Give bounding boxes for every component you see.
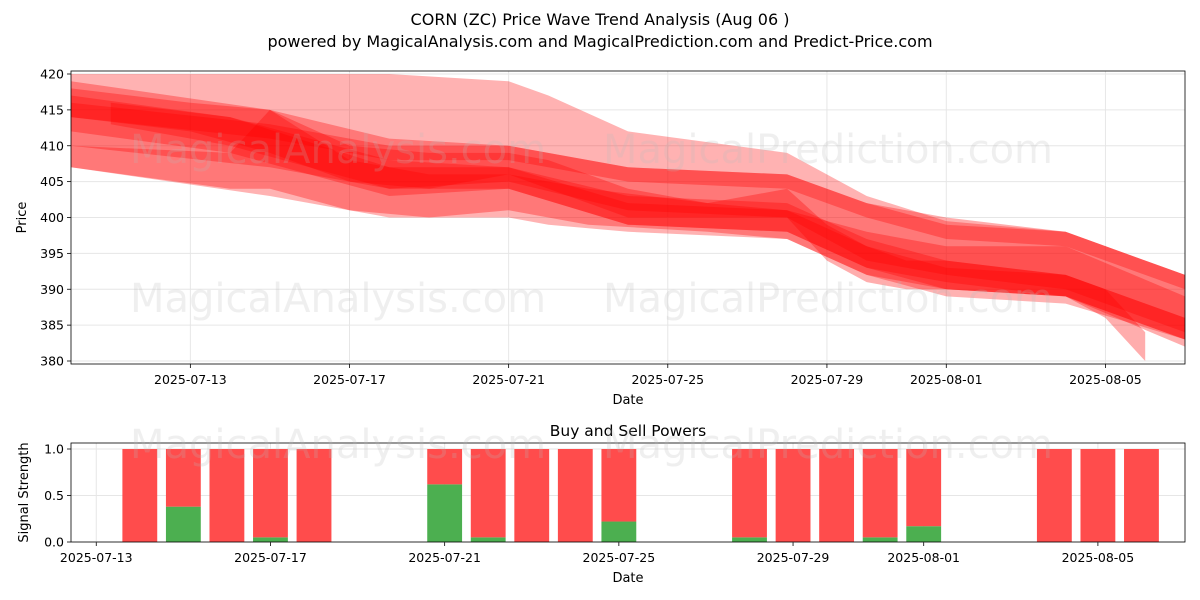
- buy-bar: [470, 537, 506, 542]
- sell-bar: [122, 449, 158, 542]
- price-plot: 2025-07-13 2025-07-17 2025-07-21 2025-07-25…: [15, 67, 1186, 408]
- x-tick-label: 2025-07-13: [154, 372, 227, 387]
- wave-band-7: [71, 102, 1185, 290]
- bar-y-tick-label: 1.0: [44, 442, 64, 457]
- sell-bar: [906, 449, 942, 527]
- sell-bar: [775, 449, 811, 542]
- bar-plot-frame: [70, 442, 1186, 543]
- buy-bar: [862, 537, 898, 542]
- sell-bar: [557, 449, 593, 542]
- chart-subtitle: powered by MagicalAnalysis.com and Magic…: [267, 32, 933, 51]
- chart-title: CORN (ZC) Price Wave Trend Analysis (Aug…: [410, 10, 790, 29]
- sell-bar: [427, 449, 463, 485]
- y-tick-label: 400: [40, 210, 64, 225]
- bar-x-tick-label: 2025-07-17: [234, 550, 307, 565]
- x-tick-label: 2025-07-25: [631, 372, 704, 387]
- plot-frame: [70, 70, 1186, 365]
- sell-bar: [1036, 449, 1072, 542]
- y-tick-label: 380: [40, 354, 64, 369]
- watermark-analysis: MagicalAnalysis.com: [130, 422, 546, 468]
- watermark-analysis: MagicalAnalysis.com: [130, 127, 546, 173]
- y-tick-label: 420: [40, 67, 64, 82]
- buy-bar: [427, 484, 463, 542]
- y-tick-label: 415: [40, 102, 64, 117]
- y-tick-label: 405: [40, 174, 64, 189]
- bar-x-tick-label: 2025-08-01: [887, 550, 960, 565]
- sell-bar: [1124, 449, 1159, 542]
- y-tick-label: 410: [40, 138, 64, 153]
- sell-bar: [601, 449, 637, 522]
- x-axis-label: Date: [612, 393, 643, 408]
- bar-y-tick-label: 0.0: [44, 535, 64, 550]
- sell-bar: [819, 449, 855, 542]
- y-tick-label: 385: [40, 318, 64, 333]
- watermark-prediction: MagicalPrediction.com: [603, 276, 1053, 322]
- buy-bar: [906, 526, 942, 542]
- wave-band-5: [71, 95, 1185, 347]
- sell-bar: [209, 449, 245, 542]
- sell-bar: [165, 449, 201, 507]
- x-tick-label: 2025-07-21: [472, 372, 545, 387]
- sell-bar: [732, 449, 767, 538]
- sell-bar: [470, 449, 506, 538]
- wave-band-3: [71, 109, 1185, 340]
- sell-bar: [1080, 449, 1116, 542]
- bar-x-tick-label: 2025-08-05: [1062, 550, 1135, 565]
- bar-x-tick-label: 2025-07-25: [583, 550, 656, 565]
- x-tick-label: 2025-07-17: [313, 372, 386, 387]
- x-tick-label: 2025-08-05: [1069, 372, 1142, 387]
- sell-bar: [296, 449, 332, 542]
- wave-band-1: [71, 74, 1185, 340]
- signal-plot: 2025-07-13 2025-07-17 2025-07-21 2025-07-25…: [17, 422, 1186, 586]
- sell-bar: [253, 449, 288, 538]
- x-tick-label: 2025-07-29: [791, 372, 864, 387]
- bar-x-axis-label: Date: [612, 571, 643, 586]
- wave-band-4: [110, 102, 1185, 340]
- sell-bar: [514, 449, 550, 542]
- bar-chart-title: Buy and Sell Powers: [550, 422, 707, 440]
- bar-y-axis-label: Signal Strength: [17, 442, 32, 542]
- bar-y-tick-label: 0.5: [44, 488, 64, 503]
- bar-x-tick-label: 2025-07-13: [60, 550, 133, 565]
- watermark-prediction: MagicalPrediction.com: [603, 422, 1053, 468]
- buy-bar: [601, 521, 637, 542]
- buy-bar: [165, 506, 201, 542]
- buy-bar: [253, 537, 288, 542]
- bar-x-tick-label: 2025-07-29: [757, 550, 830, 565]
- watermark-prediction: MagicalPrediction.com: [603, 127, 1053, 173]
- watermark-analysis: MagicalAnalysis.com: [130, 276, 546, 322]
- sell-bar: [862, 449, 898, 538]
- watermarks: MagicalAnalysis.com MagicalAnalysis.com Ma…: [130, 127, 1053, 468]
- bar-x-tick-label: 2025-07-21: [408, 550, 481, 565]
- buy-bar: [732, 537, 767, 542]
- wave-band-2: [71, 81, 1185, 333]
- x-tick-label: 2025-08-01: [910, 372, 983, 387]
- y-tick-label: 390: [40, 282, 64, 297]
- y-axis-label: Price: [15, 202, 30, 234]
- y-tick-label: 395: [40, 246, 64, 261]
- wave-band-6: [71, 88, 1146, 362]
